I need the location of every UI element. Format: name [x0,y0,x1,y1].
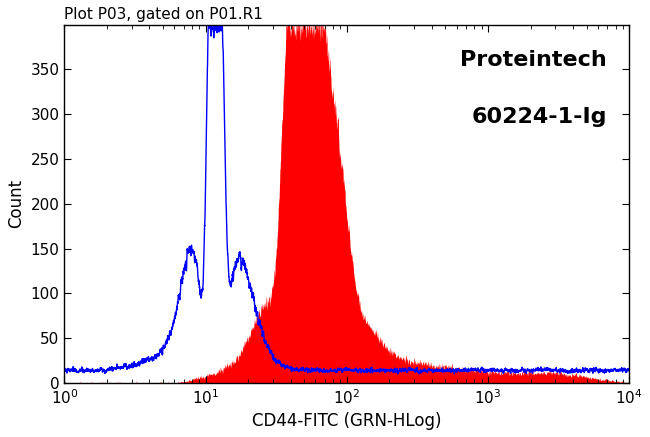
Text: Plot P03, gated on P01.R1: Plot P03, gated on P01.R1 [64,7,263,22]
X-axis label: CD44-FITC (GRN-HLog): CD44-FITC (GRN-HLog) [252,412,441,430]
Text: Proteintech: Proteintech [460,49,606,69]
Y-axis label: Count: Count [7,179,25,228]
Text: 60224-1-Ig: 60224-1-Ig [471,107,606,127]
